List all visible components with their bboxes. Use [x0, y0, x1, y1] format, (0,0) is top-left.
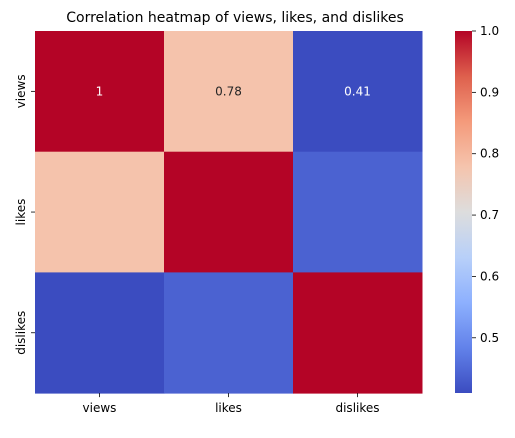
colorbar-tick-label: 1.0 [480, 24, 499, 38]
colorbar-tick-label: 0.9 [480, 85, 499, 99]
heatmap-cell-likes-dislikes [293, 151, 423, 273]
heatmap-cell-views-likes [164, 31, 294, 153]
heatmap-cell-likes-likes [164, 151, 294, 273]
x-tick-label: dislikes [335, 401, 379, 415]
colorbar-gradient [455, 31, 472, 393]
heatmap-cell-dislikes-views [35, 272, 165, 394]
cell-annotation: 0.78 [215, 84, 242, 98]
x-axis: views likes dislikes [83, 393, 380, 415]
colorbar: 0.5 0.6 0.7 0.8 0.9 1.0 [455, 24, 499, 393]
colorbar-tick-label: 0.7 [480, 208, 499, 222]
heatmap-cells [35, 31, 423, 394]
heatmap-cell-views-views [35, 31, 165, 153]
colorbar-tick-label: 0.5 [480, 331, 499, 345]
heatmap-cell-views-dislikes [293, 31, 423, 153]
cell-annotation: 0.41 [344, 84, 371, 98]
cell-annotations: 1 0.78 0.41 [96, 84, 371, 98]
x-tick-label: views [83, 401, 117, 415]
cell-annotation: 1 [96, 84, 104, 98]
y-axis: views likes dislikes [14, 74, 35, 355]
colorbar-tick-label: 0.8 [480, 147, 499, 161]
heatmap-cell-dislikes-dislikes [293, 272, 423, 394]
y-tick-label: likes [14, 199, 28, 226]
chart-title: Correlation heatmap of views, likes, and… [66, 10, 403, 26]
x-tick-label: likes [215, 401, 242, 415]
y-tick-label: dislikes [14, 311, 28, 355]
colorbar-tick-label: 0.6 [480, 269, 499, 283]
y-tick-label: views [14, 74, 28, 108]
heatmap-cell-dislikes-likes [164, 272, 294, 394]
heatmap-cell-likes-views [35, 151, 165, 273]
